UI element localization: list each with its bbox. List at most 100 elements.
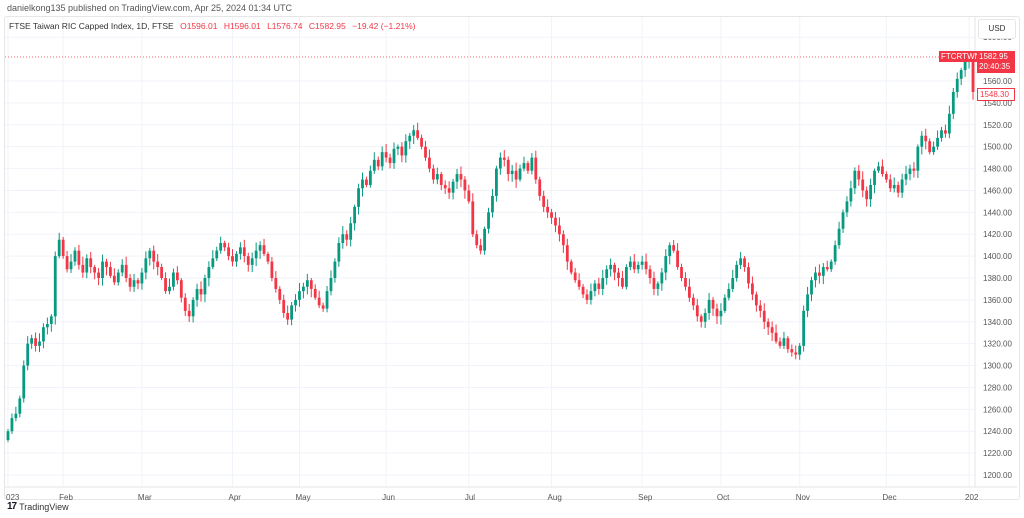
candle-body [219, 242, 223, 251]
candle-body [207, 267, 211, 279]
candle-body [747, 267, 750, 284]
candle-body [538, 179, 542, 196]
candle-body [534, 157, 538, 180]
candle-body [325, 291, 329, 309]
candle-body [89, 258, 93, 268]
candle-body [487, 212, 490, 229]
price-tick-label: 1540.00 [983, 99, 1012, 108]
candle-body [128, 278, 132, 287]
candle-body [85, 258, 89, 273]
candle-body [380, 152, 384, 167]
candle-body [412, 130, 416, 136]
candle-body [175, 272, 179, 281]
candle-body [892, 184, 896, 189]
candle-body [561, 234, 565, 246]
candle-body [49, 316, 53, 324]
candle-body [955, 78, 959, 92]
candle-body [963, 61, 967, 71]
candle-body [97, 272, 100, 279]
candle-body [195, 288, 199, 300]
candle-body [26, 343, 30, 366]
price-tick-label: 1400.00 [983, 252, 1012, 261]
price-tick-label: 1260.00 [983, 405, 1012, 414]
candle-body [660, 272, 664, 284]
change-value: −19.42 (−1.21%) [352, 21, 416, 31]
candle-body [416, 130, 420, 138]
candle-body [172, 272, 175, 287]
candle-body [896, 184, 900, 193]
candle-body [672, 245, 676, 251]
candle-body [585, 294, 589, 300]
time-tick-label: 202 [965, 493, 979, 502]
candle-body [463, 179, 467, 191]
candle-body [518, 168, 522, 180]
currency-button[interactable]: USD [978, 19, 1016, 39]
candle-body [22, 365, 26, 399]
candle-body [61, 239, 65, 257]
candle-body [817, 272, 821, 276]
time-tick-label: 023 [6, 493, 20, 502]
candle-body [451, 181, 455, 193]
candle-body [286, 313, 290, 320]
candle-body [408, 135, 412, 142]
candle-body [349, 223, 353, 240]
candle-body [794, 352, 798, 355]
candle-body [321, 305, 325, 309]
candle-body [577, 280, 581, 287]
candle-body [924, 135, 928, 142]
candle-body [341, 234, 345, 243]
candle-body [282, 299, 286, 314]
candle-body [884, 174, 888, 180]
candle-body [825, 267, 829, 270]
candle-body [120, 264, 124, 273]
candle-body [152, 250, 156, 262]
candle-body [467, 190, 471, 202]
candle-body [77, 250, 81, 265]
candle-body [703, 313, 707, 322]
countdown: 20:40:35 [979, 62, 1011, 71]
candle-body [928, 141, 932, 153]
candle-body [605, 269, 609, 279]
prev-price-tag: 1548.30 [977, 88, 1015, 101]
candle-body [554, 217, 557, 226]
price-tick-label: 1500.00 [983, 143, 1012, 152]
candle-body [648, 269, 652, 279]
candle-body [38, 341, 41, 346]
candle-body [132, 280, 136, 287]
candle-body [439, 174, 443, 185]
time-tick-label: Feb [59, 493, 73, 502]
price-tick-label: 1200.00 [983, 471, 1012, 480]
last-price: 1582.95 [979, 52, 1008, 61]
candle-body [656, 283, 660, 289]
tradingview-logo[interactable]: 17 TradingView [7, 501, 69, 512]
candle-body [254, 250, 258, 259]
candle-body [435, 174, 439, 180]
time-axis: 023 Feb Mar Apr May Jun Jul Aug Sep Oct Nov Dec 202 [5, 486, 1017, 502]
price-tick-label: 1480.00 [983, 165, 1012, 174]
candle-body [865, 190, 869, 200]
candle-body [112, 275, 116, 283]
candle-body [278, 288, 282, 300]
candle-body [739, 258, 743, 265]
candle-body [790, 349, 794, 353]
candle-body [242, 247, 246, 257]
candle-body [869, 184, 872, 200]
tv-logo-text: TradingView [19, 501, 69, 512]
time-tick-label: Sep [638, 493, 653, 502]
candle-body [53, 256, 57, 317]
candle-body [715, 308, 719, 317]
candle-body [65, 256, 69, 270]
candle-body [270, 261, 274, 279]
candle-body [475, 234, 479, 246]
candle-body [959, 70, 963, 79]
candle-body [345, 234, 349, 240]
candle-body [353, 206, 357, 224]
candle-body [302, 286, 305, 292]
candle-body [589, 291, 593, 300]
candle-body [845, 201, 849, 213]
candle-body [754, 294, 758, 306]
price-tick-label: 1340.00 [983, 318, 1012, 327]
price-tick-label: 1300.00 [983, 362, 1012, 371]
candles [6, 52, 975, 443]
